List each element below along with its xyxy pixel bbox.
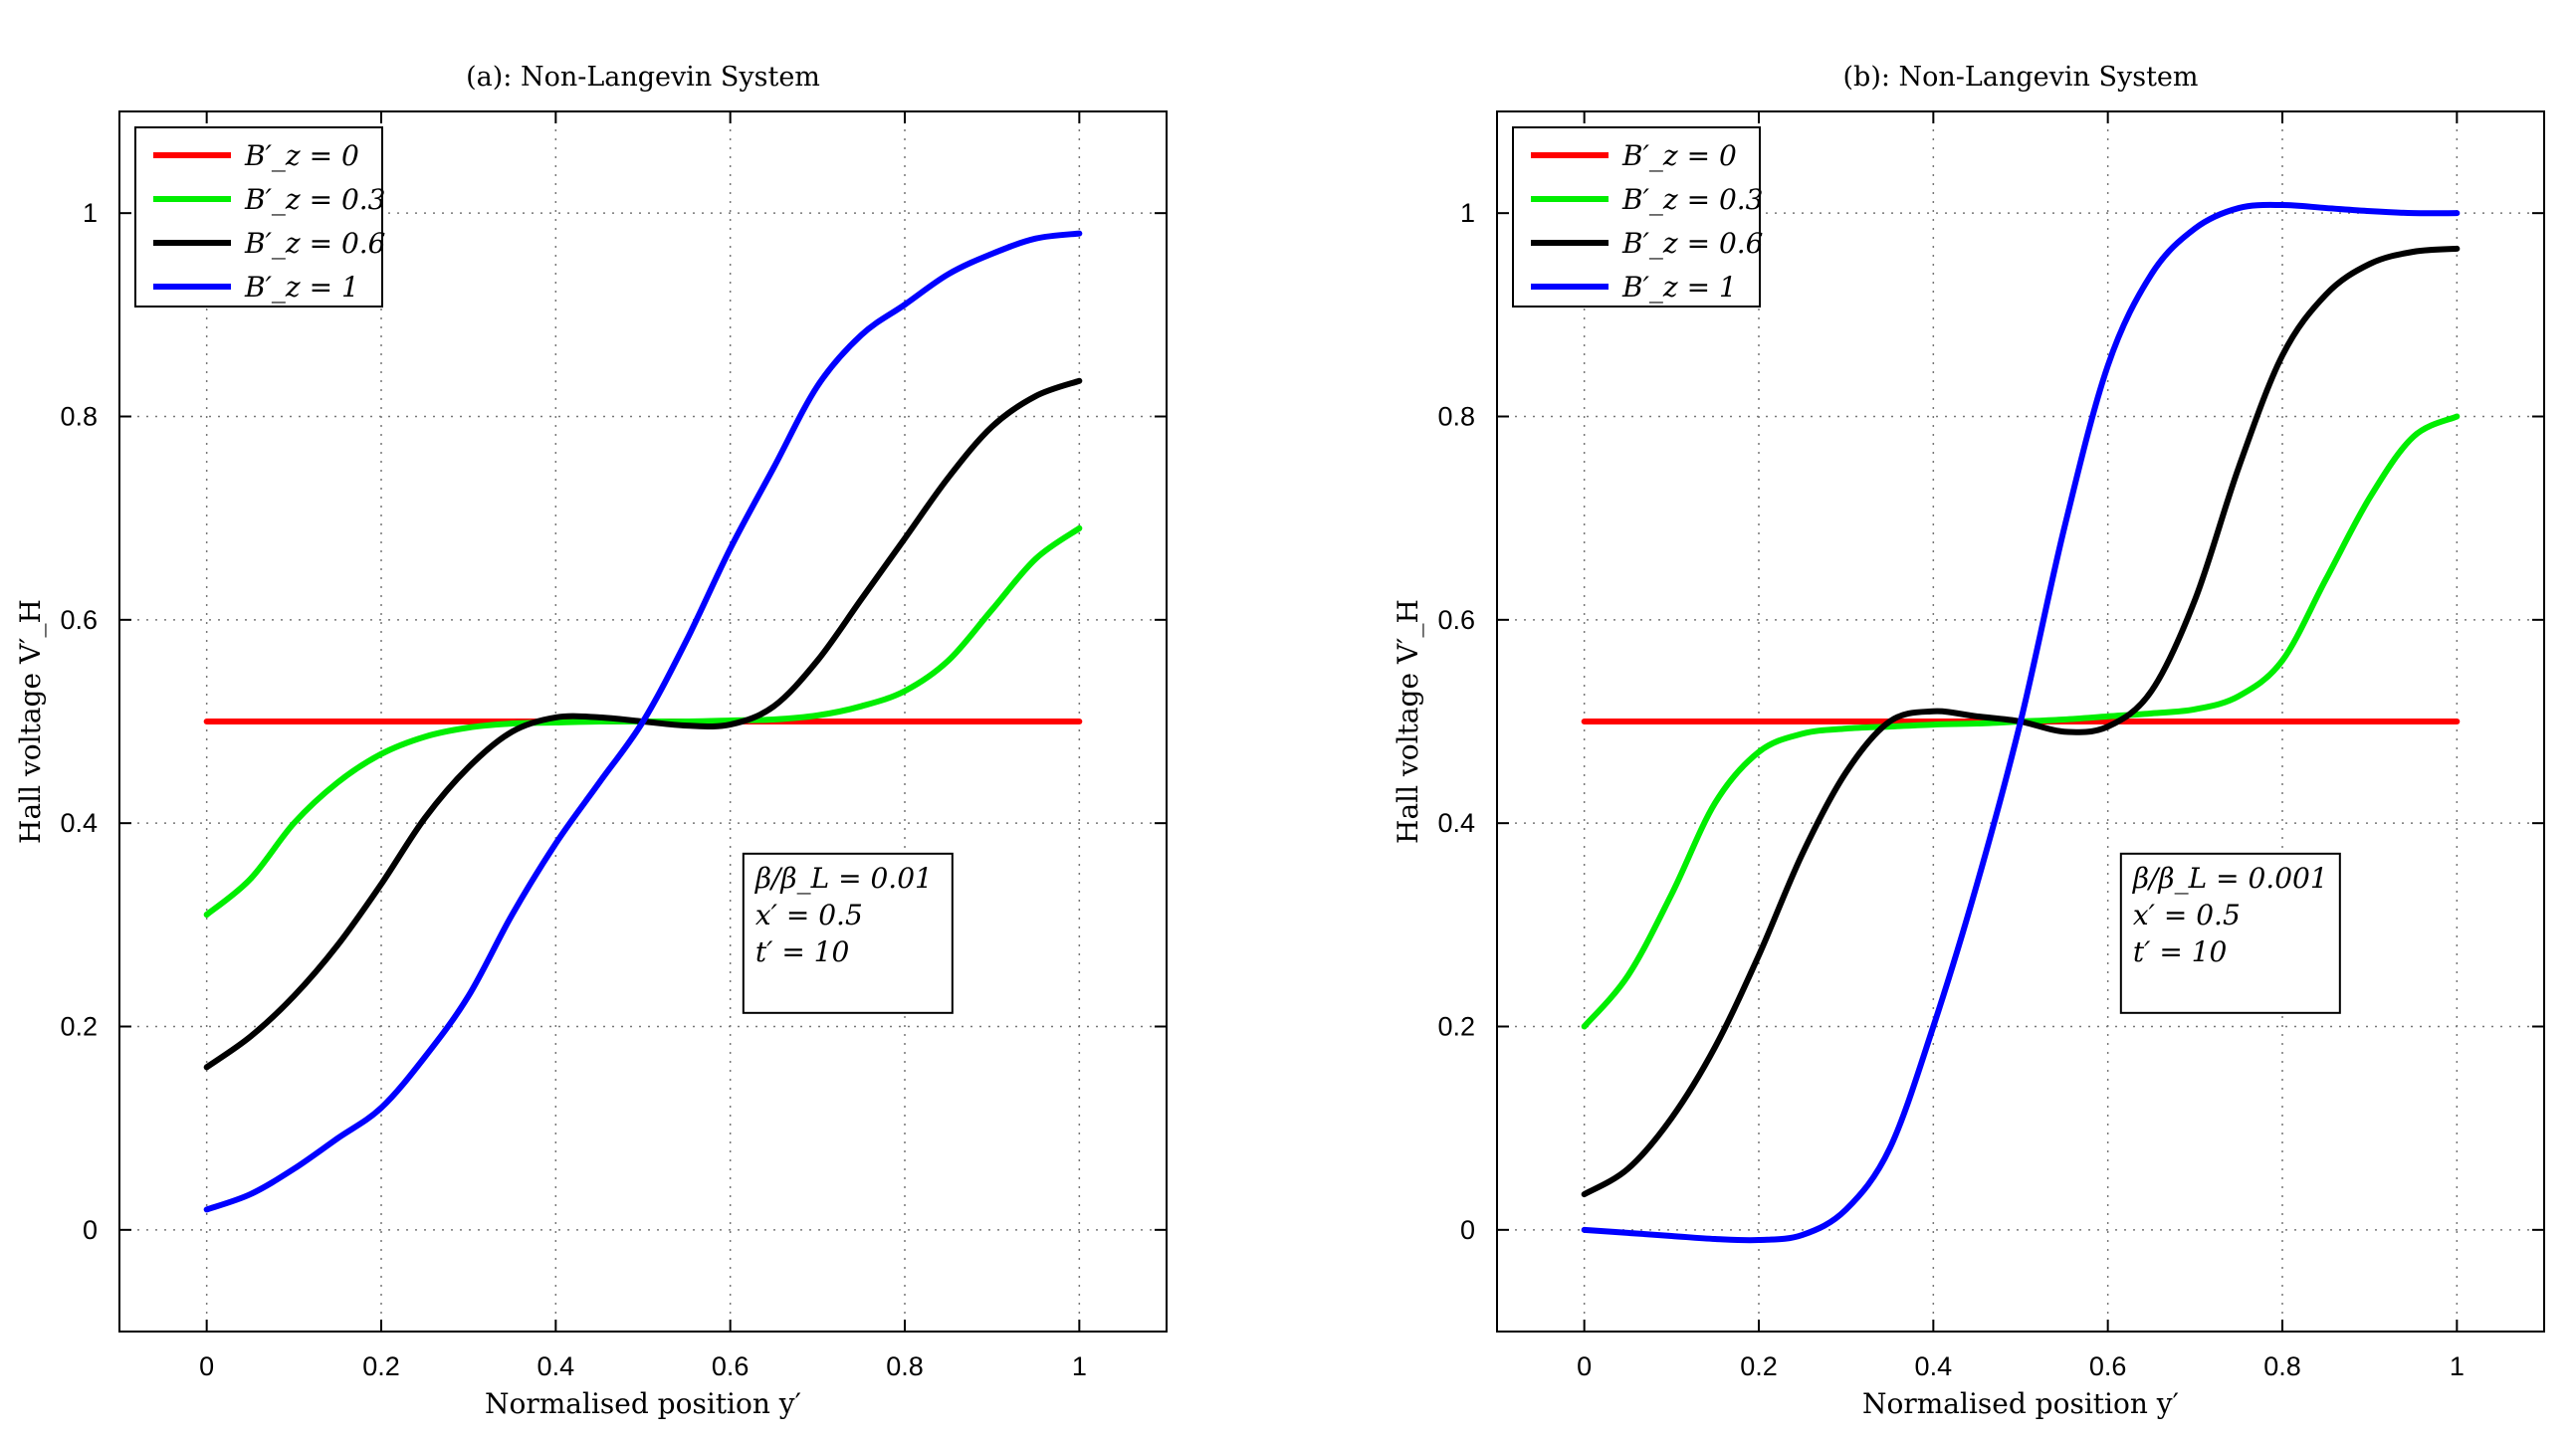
- x-tick-label: 0.4: [537, 1351, 575, 1381]
- legend-label: B′_z = 0.3: [1621, 183, 1763, 216]
- legend-label: B′_z = 0: [244, 139, 359, 172]
- annotation-line: x′ = 0.5: [755, 899, 863, 931]
- y-axis-label: Hall voltage V′_H: [1392, 599, 1424, 844]
- plot-frame: [1496, 110, 2545, 1333]
- legend-label: B′_z = 0.6: [244, 227, 385, 260]
- x-tick-label: 0.2: [1740, 1351, 1778, 1381]
- series-line-3: [1581, 201, 2461, 1244]
- plot-frame: [118, 110, 1168, 1333]
- annotation-line: β/β_L = 0.01: [754, 862, 933, 895]
- y-tick-label: 0.8: [1437, 402, 1475, 432]
- x-tick-label: 0.4: [1915, 1351, 1953, 1381]
- x-tick-label: 0.6: [2089, 1351, 2127, 1381]
- x-tick-label: 1: [1072, 1351, 1087, 1381]
- x-tick-label: 0.6: [712, 1351, 750, 1381]
- y-tick-label: 0.2: [1437, 1012, 1475, 1042]
- legend: B′_z = 0 B′_z = 0.3 B′_z = 0.6 B′_z = 1: [1512, 126, 1763, 308]
- x-axis-label: Normalised position y′: [485, 1387, 801, 1420]
- annotation-line: β/β_L = 0.001: [2132, 862, 2328, 895]
- annotation: β/β_L = 0.001 x′ = 0.5 t′ = 10: [2119, 852, 2341, 1014]
- x-tick-label: 0: [1577, 1351, 1592, 1381]
- x-tick-label: 0.8: [2263, 1351, 2301, 1381]
- x-tick-label: 0.2: [362, 1351, 400, 1381]
- y-tick-label: 0.6: [1437, 605, 1475, 635]
- legend: B′_z = 0 B′_z = 0.3 B′_z = 0.6 B′_z = 1: [134, 126, 385, 308]
- y-tick-label: 0.2: [60, 1012, 98, 1042]
- y-tick-label: 0.4: [60, 808, 98, 838]
- legend-label: B′_z = 1: [244, 271, 359, 304]
- chart-title: (a): Non-Langevin System: [466, 62, 820, 93]
- y-tick-label: 1: [1460, 198, 1475, 228]
- y-tick-label: 0: [1460, 1215, 1475, 1245]
- chart-panel-b: 0 0.2 0.4 0.6 0.8 1 0 0.2 0.4 0.6 0.8 1 (b): Non-Lan…: [1392, 62, 2545, 1420]
- x-tick-label: 0.8: [886, 1351, 924, 1381]
- legend-label: B′_z = 1: [1621, 271, 1737, 304]
- legend-label: B′_z = 0.6: [1621, 227, 1763, 260]
- y-tick-label: 1: [83, 198, 98, 228]
- x-tick-label: 0: [199, 1351, 214, 1381]
- annotation-line: t′ = 10: [755, 935, 850, 968]
- chart-title: (b): Non-Langevin System: [1843, 62, 2199, 93]
- annotation-box: [2119, 852, 2341, 1014]
- y-axis-label: Hall voltage V′_H: [14, 599, 47, 844]
- legend-label: B′_z = 0: [1621, 139, 1737, 172]
- y-tick-label: 0.6: [60, 605, 98, 635]
- x-axis-label: Normalised position y′: [1862, 1387, 2179, 1420]
- annotation-line: t′ = 10: [2133, 935, 2228, 968]
- y-tick-label: 0: [83, 1215, 98, 1245]
- x-tick-label: 1: [2450, 1351, 2465, 1381]
- y-tick-label: 0.8: [60, 402, 98, 432]
- y-tick-label: 0.4: [1437, 808, 1475, 838]
- series-line-3: [203, 230, 1083, 1213]
- series-group: [1581, 201, 2461, 1244]
- annotation: β/β_L = 0.01 x′ = 0.5 t′ = 10: [742, 852, 954, 1014]
- legend-label: B′_z = 0.3: [244, 183, 385, 216]
- chart-panel-a: 0 0.2 0.4 0.6 0.8 1 0 0.2 0.4 0.6 0.8 1 (a): Non-Lan…: [14, 62, 1168, 1420]
- annotation-box: [742, 852, 954, 1014]
- annotation-line: x′ = 0.5: [2133, 899, 2241, 931]
- series-group: [203, 230, 1083, 1213]
